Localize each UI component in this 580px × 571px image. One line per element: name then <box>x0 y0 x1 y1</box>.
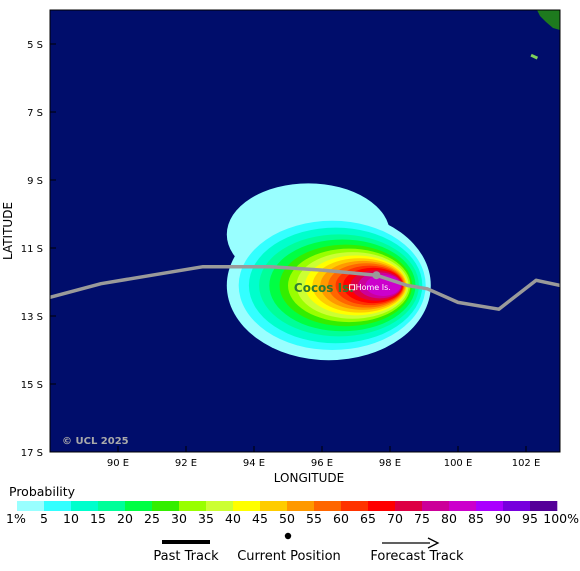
legend-swatch <box>422 501 450 511</box>
legend-swatch <box>98 501 126 511</box>
y-axis-ticks: 5 S 7 S 9 S 11 S 13 S 15 S 17 S <box>21 40 56 459</box>
legend-swatch <box>44 501 72 511</box>
legend-label: 95 <box>522 511 538 526</box>
legend-label: 5 <box>40 511 48 526</box>
legend-swatch <box>179 501 207 511</box>
legend-title: Probability <box>9 484 76 499</box>
x-tick-label: 96 E <box>311 458 333 469</box>
legend-swatch <box>17 501 45 511</box>
legend-tick-labels: 1% 5 10 15 20 25 30 35 40 45 50 55 60 65 70 75 80 85 90 95 1… <box>6 511 579 526</box>
x-tick-label: 90 E <box>107 458 129 469</box>
x-axis-title: LONGITUDE <box>274 471 344 485</box>
cocos-islands-label: Cocos Is. <box>294 281 354 295</box>
y-axis-title: LATITUDE <box>1 202 15 260</box>
plot-area: Cocos Is. Home Is. © UCL 2025 <box>49 9 561 453</box>
legend-swatch <box>71 501 99 511</box>
x-tick-label: 100 E <box>444 458 473 469</box>
copyright-credit: © UCL 2025 <box>62 436 129 447</box>
legend-label: 70 <box>387 511 403 526</box>
legend-swatch <box>206 501 234 511</box>
home-island-marker <box>349 284 356 291</box>
home-island-label: Home Is. <box>356 283 391 292</box>
legend-label: 30 <box>171 511 187 526</box>
legend-label: 40 <box>225 511 241 526</box>
y-tick-label: 5 S <box>27 40 43 51</box>
y-tick-label: 13 S <box>21 312 43 323</box>
legend-swatch <box>368 501 396 511</box>
current-position-marker <box>372 271 381 280</box>
legend-label: 20 <box>117 511 133 526</box>
current-position-label: Current Position <box>237 549 341 564</box>
x-tick-label: 98 E <box>379 458 401 469</box>
legend-label: 75 <box>414 511 430 526</box>
legend-swatch <box>287 501 315 511</box>
legend-label: 60 <box>333 511 349 526</box>
x-tick-label: 102 E <box>512 458 541 469</box>
legend-label: 15 <box>90 511 106 526</box>
legend-swatch <box>476 501 504 511</box>
y-tick-label: 11 S <box>21 244 43 255</box>
legend-swatch <box>449 501 477 511</box>
legend-swatch <box>233 501 261 511</box>
x-axis-ticks: 90 E 92 E 94 E 96 E 98 E 100 E 102 E <box>107 446 540 469</box>
current-position-swatch <box>284 532 292 540</box>
y-tick-label: 7 S <box>27 108 43 119</box>
legend-swatch <box>260 501 288 511</box>
legend-label: 90 <box>495 511 511 526</box>
legend-swatch <box>395 501 423 511</box>
legend-swatch <box>503 501 531 511</box>
y-tick-label: 17 S <box>21 448 43 459</box>
legend-swatch <box>530 501 558 511</box>
legend-label: 80 <box>441 511 457 526</box>
legend-label: 100% <box>543 511 579 526</box>
land-islet <box>530 53 539 60</box>
legend-label: 35 <box>198 511 214 526</box>
legend-label: 50 <box>279 511 295 526</box>
y-tick-label: 9 S <box>27 176 43 187</box>
legend-label: 55 <box>306 511 322 526</box>
legend-swatch <box>314 501 342 511</box>
legend-swatch <box>125 501 153 511</box>
legend-label: 45 <box>252 511 268 526</box>
land-mass-corner <box>537 10 560 30</box>
legend-label: 85 <box>468 511 484 526</box>
forecast-track-label: Forecast Track <box>370 549 464 564</box>
legend-label: 1% <box>6 511 26 526</box>
y-tick-label: 15 S <box>21 380 43 391</box>
legend-colorbar <box>17 501 558 511</box>
legend-swatch <box>341 501 369 511</box>
past-track-label: Past Track <box>153 549 219 564</box>
legend-label: 25 <box>144 511 160 526</box>
x-tick-label: 92 E <box>175 458 197 469</box>
legend-label: 65 <box>360 511 376 526</box>
legend-swatch <box>152 501 180 511</box>
plot-frame <box>49 9 561 453</box>
forecast-arrow-icon <box>427 537 440 549</box>
x-tick-label: 94 E <box>243 458 265 469</box>
legend-label: 10 <box>63 511 79 526</box>
probability-field <box>226 183 431 361</box>
track-key: Past Track Current Position Forecast Tra… <box>153 532 464 564</box>
